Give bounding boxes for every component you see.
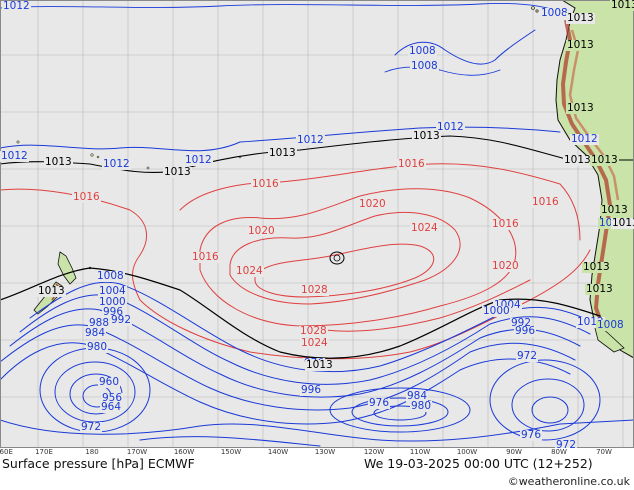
isobar-label: 1004 xyxy=(493,299,522,311)
longitude-tick-label: 150W xyxy=(220,448,242,456)
longitude-tick-label: 80W xyxy=(551,448,567,456)
isobar-label: 1013 xyxy=(37,285,66,297)
pressure-map: 1012100810131013100810081013101310121013… xyxy=(0,0,634,448)
isobar-label: 1013 xyxy=(566,102,595,114)
isobar-label: 1013 xyxy=(563,154,592,166)
isobar-label: 1012 xyxy=(570,133,599,145)
map-title: Surface pressure [hPa] ECMWF xyxy=(2,456,195,471)
isobar-label: 956 xyxy=(101,392,124,404)
longitude-tick-label: 140W xyxy=(267,448,289,456)
isobar-label: 1028 xyxy=(300,284,329,296)
isobar-label: 980 xyxy=(410,400,433,412)
isobar-label: 1013 xyxy=(268,147,297,159)
isobar-label: 1013 xyxy=(611,218,634,229)
longitude-tick-label: 170E xyxy=(35,448,53,456)
isobar-label: 1020 xyxy=(491,260,520,272)
longitude-axis: 160E 170E 180 170W 160W 150W 140W 130W 120W 110W 1… xyxy=(0,448,634,458)
longitude-tick-label: 90W xyxy=(506,448,522,456)
isobar-label: 996 xyxy=(514,325,537,337)
isobar-label: 1013 xyxy=(585,283,614,295)
isobar-label: 1013 xyxy=(566,12,595,24)
isobar-label: 1020 xyxy=(247,225,276,237)
isobar-label: 1024 xyxy=(235,265,264,277)
longitude-tick-label: 170W xyxy=(126,448,148,456)
isobar-label: 1028 xyxy=(299,325,328,337)
site-credit[interactable]: ©weatheronline.co.uk xyxy=(507,475,630,488)
south-america-landmass xyxy=(555,0,634,359)
galapagos-islands xyxy=(531,6,539,13)
longitude-tick-label: 100W xyxy=(456,448,478,456)
longitude-tick-label: 180 xyxy=(85,448,99,456)
isobar-label: 1013 xyxy=(600,204,629,216)
isobar-label: 1016 xyxy=(397,158,426,170)
isobars xyxy=(0,3,634,447)
isobar-label: 1020 xyxy=(358,198,387,210)
isobar-label: 1012 xyxy=(296,134,325,146)
isobar-label: 984 xyxy=(84,327,107,339)
isobar-label: 1008 xyxy=(596,319,625,331)
isobar-label: 980 xyxy=(86,341,109,353)
isobar-label: 1000 xyxy=(482,305,511,317)
map-border xyxy=(0,0,634,448)
isobar-label: 1012 xyxy=(576,316,605,328)
isobar-label: 1016 xyxy=(491,218,520,230)
map-canvas xyxy=(0,0,634,448)
valid-time: We 19-03-2025 00:00 UTC (12+252) xyxy=(364,456,593,471)
isobar-label: 1024 xyxy=(410,222,439,234)
isobar-label: 1008 xyxy=(408,45,437,57)
longitude-tick-label: 160E xyxy=(0,448,13,456)
isobar-label: 1024 xyxy=(300,337,329,349)
isobar-label: 1013 xyxy=(44,156,73,168)
isobar-label: 1013 xyxy=(610,0,634,11)
isobar-label: 976 xyxy=(368,397,391,409)
isobar-label: 988 xyxy=(88,317,111,329)
longitude-tick-label: 70W xyxy=(596,448,612,456)
isobar-label: 1013 xyxy=(412,130,441,142)
isobar-label: 1016 xyxy=(531,196,560,208)
isobar-label: 1004 xyxy=(98,285,127,297)
isobar-label: 1012 xyxy=(436,121,465,133)
isobar-label: 1013 xyxy=(566,39,595,51)
isobar-label: 1016 xyxy=(251,178,280,190)
isobar-label: 992 xyxy=(110,314,133,326)
isobar-label: 1013 xyxy=(305,359,334,371)
isobar-label: 1013 xyxy=(582,261,611,273)
isobar-label: 1008 xyxy=(410,60,439,72)
isobar-label: 1012 xyxy=(2,0,31,12)
isobar-label: 972 xyxy=(555,440,578,448)
isobar-label: 1013 xyxy=(590,154,619,166)
isobar-label: 972 xyxy=(80,421,103,433)
isobar-label: 1008 xyxy=(540,7,569,19)
longitude-tick-label: 120W xyxy=(363,448,385,456)
isobar-label: 1016 xyxy=(191,251,220,263)
isobar-label: 1000 xyxy=(98,296,127,308)
isobar-label: 1012 xyxy=(0,150,29,162)
isobar-label: 992 xyxy=(510,317,533,329)
isobar-label: 984 xyxy=(406,390,429,402)
isobar-label: 996 xyxy=(102,306,125,318)
graticule xyxy=(0,0,634,448)
isobar-label: 1012 xyxy=(184,154,213,166)
longitude-tick-label: 160W xyxy=(173,448,195,456)
isobar-label: 1008 xyxy=(96,270,125,282)
isobar-label: 972 xyxy=(516,350,539,362)
isobar-label: 1012 xyxy=(102,158,131,170)
longitude-tick-label: 130W xyxy=(314,448,336,456)
isobar-label: 960 xyxy=(98,376,121,388)
isobar-label: 1013 xyxy=(163,166,192,178)
isobar-label: 1016 xyxy=(72,191,101,203)
isobar-label: 996 xyxy=(300,384,323,396)
longitude-tick-label: 110W xyxy=(409,448,431,456)
map-footer: Surface pressure [hPa] ECMWF We 19-03-20… xyxy=(0,456,634,490)
isobar-label: 976 xyxy=(520,429,543,441)
isobar-label: 964 xyxy=(100,401,123,413)
